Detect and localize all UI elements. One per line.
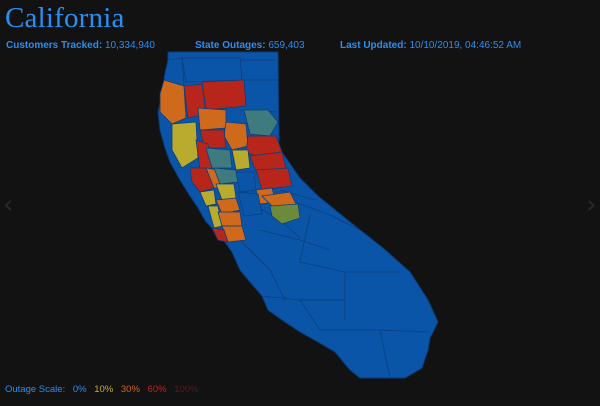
county-alameda <box>217 211 243 227</box>
legend-label: Outage Scale: <box>5 384 66 395</box>
legend-item-30: 30% <box>120 384 140 395</box>
county-tuolumne <box>269 203 301 225</box>
customers-tracked-value: 10,334,940 <box>104 40 155 51</box>
county-sacramento <box>235 171 257 193</box>
last-updated-label: Last Updated: <box>340 40 407 51</box>
legend-item-10: 10% <box>94 384 114 395</box>
county-san-joaquin <box>237 191 263 217</box>
county-mendocino <box>171 121 199 169</box>
county-tehama <box>197 107 227 131</box>
outage-counties <box>159 57 301 243</box>
county-marin <box>199 189 217 207</box>
state-outages-value: 659,403 <box>268 40 305 51</box>
state-outages-stat: State Outages: 659,403 <box>195 40 305 51</box>
customers-tracked-label: Customers Tracked: <box>6 40 103 51</box>
chevron-right-icon[interactable]: › <box>586 190 597 220</box>
outage-scale-legend: Outage Scale: 0% 10% 30% 60% 100% <box>5 384 204 395</box>
chevron-left-icon[interactable]: ‹ <box>3 190 14 220</box>
last-updated-stat: Last Updated: 10/10/2019, 04:46:52 AM <box>340 40 521 51</box>
legend-item-100: 100% <box>174 384 199 395</box>
county-contra-costa <box>215 197 241 215</box>
state-outages-label: State Outages: <box>195 40 266 51</box>
customers-tracked-stat: Customers Tracked: 10,334,940 <box>6 40 155 51</box>
last-updated-value: 10/10/2019, 04:46:52 AM <box>409 40 522 51</box>
county-santa-cruz <box>211 227 229 243</box>
county-shasta <box>201 79 247 111</box>
county-siskiyou <box>181 57 243 83</box>
county-el-dorado <box>255 167 293 191</box>
county-yuba <box>231 149 251 171</box>
legend-item-0: 0% <box>72 384 87 395</box>
county-plumas <box>243 109 279 137</box>
county-colusa <box>205 147 233 169</box>
legend-item-60: 60% <box>147 384 167 395</box>
page-title: California <box>5 2 125 34</box>
